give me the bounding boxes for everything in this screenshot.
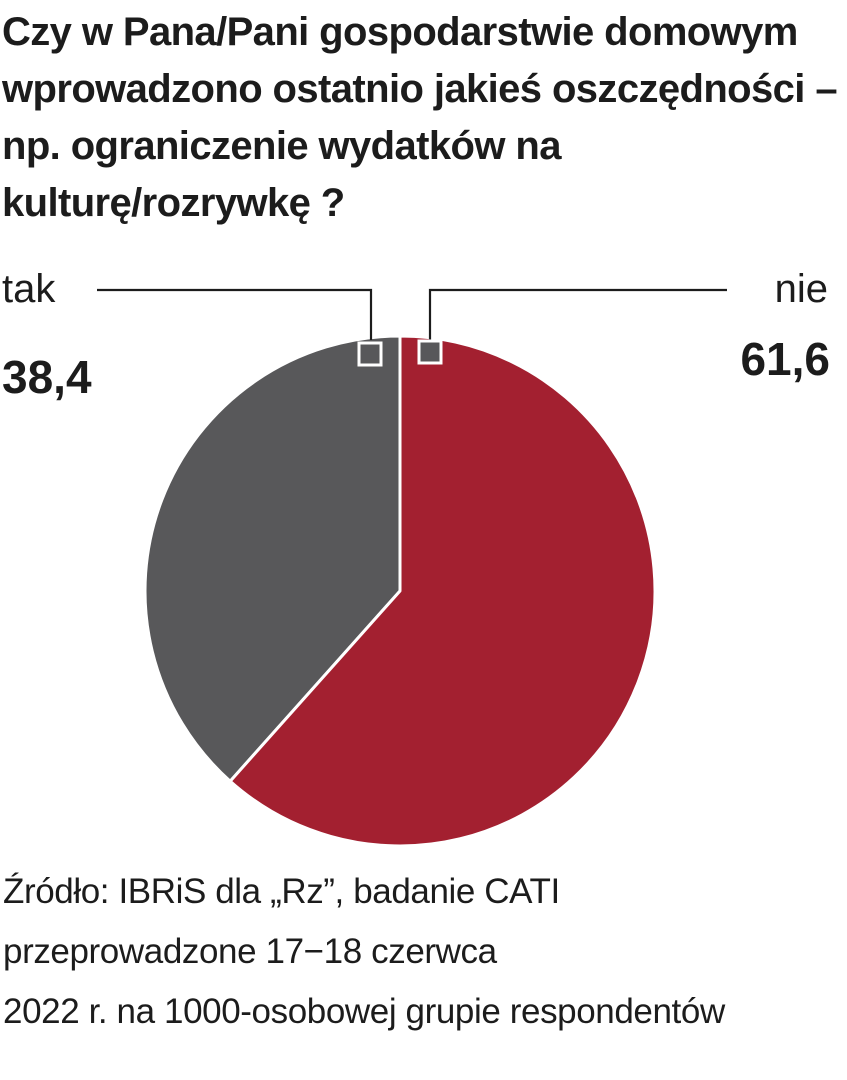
value-nie: 61,6 bbox=[740, 333, 830, 385]
pie-slice-nie bbox=[228, 334, 657, 848]
source-line: przeprowadzone 17−18 czerwca bbox=[3, 932, 497, 971]
source-note: Źródło: IBRiS dla „Rz”, badanie CATI prz… bbox=[3, 862, 845, 1042]
label-nie: nie bbox=[775, 267, 828, 311]
source-line: Źródło: IBRiS dla „Rz”, badanie CATI bbox=[3, 872, 560, 911]
callout-marker-tak bbox=[357, 341, 383, 367]
label-tak: tak bbox=[2, 267, 56, 311]
pie-slice-tak bbox=[143, 334, 402, 783]
callout-marker-nie bbox=[417, 339, 443, 365]
source-line: 2022 r. na 1000-osobowej grupie responde… bbox=[3, 992, 725, 1031]
callout-line-tak bbox=[97, 288, 373, 340]
callout-line-nie bbox=[428, 288, 727, 340]
value-tak: 38,4 bbox=[2, 351, 92, 403]
chart-title: Czy w Pana/Pani gospodarstwie domowym wp… bbox=[2, 10, 838, 225]
